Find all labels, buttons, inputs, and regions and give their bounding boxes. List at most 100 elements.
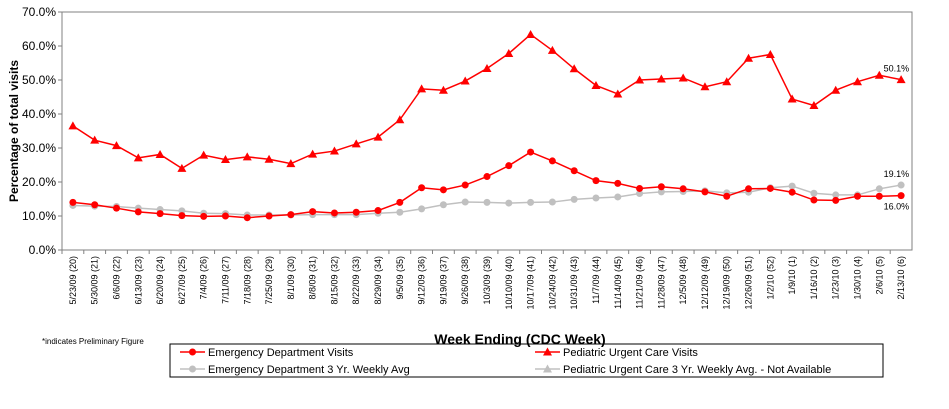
data-point [482,63,492,72]
data-point [374,207,382,215]
legend-label: Pediatric Urgent Care 3 Yr. Weekly Avg. … [563,364,831,376]
data-point [657,188,665,196]
data-point [418,205,426,213]
data-point [897,192,905,200]
data-point [613,89,623,98]
data-point [134,208,142,216]
data-point [133,153,143,162]
x-tick-label: 8/1/09 (30) [286,256,296,300]
data-point [330,209,338,217]
data-point [679,185,687,193]
data-point [112,204,120,212]
data-point [505,199,513,207]
data-point [243,214,251,222]
data-point [308,149,318,158]
data-label: 16.0% [884,202,910,212]
data-point [547,45,557,54]
data-point [810,189,818,197]
data-point [264,154,274,163]
data-point [614,193,622,201]
legend-marker [543,364,552,373]
x-tick-label: 7/25/09 (29) [264,256,274,305]
data-point [90,135,100,144]
data-point [787,94,797,103]
data-point [854,192,862,200]
x-tick-label: 2/13/10 (6) [896,256,906,300]
x-tick-label: 6/27/09 (25) [177,256,187,305]
x-tick-label: 5/30/09 (21) [90,256,100,305]
y-tick-label: 10.0% [22,209,56,223]
data-point [832,191,840,199]
x-tick-label: 1/16/10 (2) [809,256,819,300]
x-tick-label: 12/12/09 (49) [700,256,710,310]
data-point [832,196,840,204]
data-point [155,149,165,158]
data-label: 50.1% [884,64,910,74]
x-tick-label: 5/23/09 (20) [68,256,78,305]
legend-marker [189,348,196,356]
data-point [766,184,774,192]
series-line [72,33,902,170]
data-point [111,141,121,150]
legend-label: Emergency Department Visits [208,347,354,359]
x-tick-label: 12/5/09 (48) [678,256,688,305]
x-tick-label: 11/7/09 (44) [591,256,601,304]
x-tick-label: 9/26/09 (38) [460,256,470,305]
data-point [373,132,383,141]
data-point [439,201,447,209]
data-point [505,162,513,170]
data-point [548,198,556,206]
data-point [636,184,644,192]
data-point [395,115,405,124]
x-tick-label: 10/17/09 (41) [526,256,536,310]
data-point [351,139,361,148]
data-point [788,188,796,196]
data-point [527,148,535,156]
data-point [527,198,535,206]
data-point [831,85,841,94]
y-tick-label: 0.0% [29,243,57,257]
x-tick-label: 12/19/09 (50) [722,256,732,310]
x-tick-label: 7/18/09 (28) [242,256,252,305]
y-tick-label: 20.0% [22,175,56,189]
data-point [68,121,78,130]
x-tick-label: 8/29/09 (34) [373,256,383,305]
x-tick-label: 10/31/09 (43) [569,256,579,310]
data-point [636,190,644,198]
x-tick-label: 11/21/09 (46) [635,256,645,309]
legend-marker [189,365,196,373]
data-point [329,146,339,155]
data-point [896,75,906,84]
data-point [265,212,273,220]
data-point [418,184,426,192]
data-point [875,185,883,193]
x-tick-label: 9/5/09 (35) [395,256,405,300]
data-point [309,208,317,216]
data-point [483,173,491,181]
series-line [72,151,902,219]
data-point [69,198,77,206]
y-tick-label: 50.0% [22,73,56,87]
data-label: 19.1% [884,169,910,179]
legend-label: Emergency Department 3 Yr. Weekly Avg [208,364,410,376]
data-point [744,53,754,62]
x-axis-label: Week Ending (CDC Week) [434,331,605,347]
data-point [460,76,470,85]
data-point [570,195,578,203]
data-point [570,167,578,175]
y-tick-label: 60.0% [22,39,56,53]
data-point [591,80,601,89]
y-axis-label: Percentage of total visits [7,60,21,202]
x-tick-label: 11/14/09 (45) [613,256,623,309]
data-point [221,212,229,220]
data-point [526,29,536,38]
x-tick-label: 7/4/09 (26) [199,256,209,300]
x-tick-label: 7/11/09 (27) [220,256,230,304]
data-point [875,192,883,200]
data-point [461,181,469,189]
data-point [592,177,600,185]
data-point [614,179,622,187]
data-point [657,183,665,191]
data-point [592,194,600,202]
